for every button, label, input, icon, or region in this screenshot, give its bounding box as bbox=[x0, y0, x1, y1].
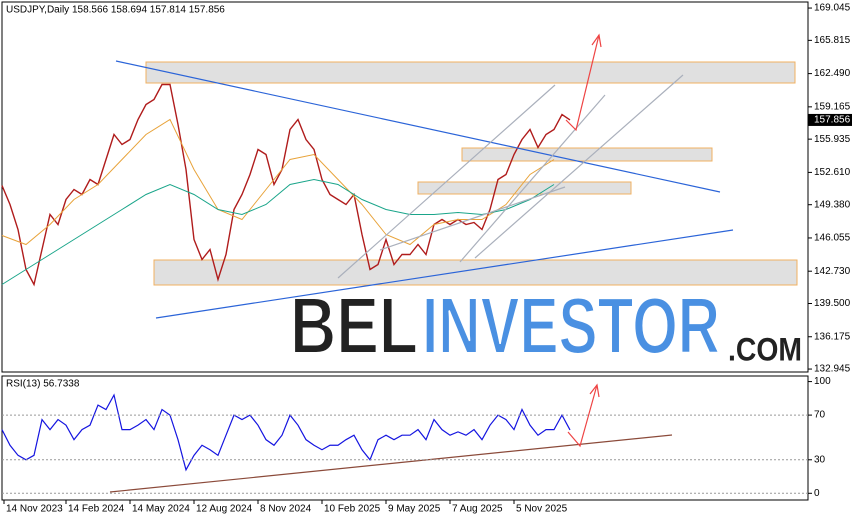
x-tick-label: 14 May 2024 bbox=[132, 504, 190, 515]
zone bbox=[461, 147, 713, 162]
y-tick-label: 165.815 bbox=[814, 35, 851, 46]
arrow-head bbox=[591, 33, 602, 48]
y-tick-label: 142.730 bbox=[814, 266, 851, 277]
y-tick-label: 152.610 bbox=[814, 167, 851, 178]
y-tick-label: 159.165 bbox=[814, 101, 851, 112]
series bbox=[1, 83, 571, 472]
x-tick-label: 5 Nov 2025 bbox=[516, 504, 568, 515]
y-tick-label: 100 bbox=[814, 376, 831, 387]
zone bbox=[145, 61, 796, 84]
x-tick-label: 9 May 2025 bbox=[388, 504, 441, 515]
y-tick-label: 146.055 bbox=[814, 233, 851, 244]
chart-title: USDJPY,Daily 158.566 158.694 157.814 157… bbox=[6, 5, 225, 16]
watermark-com: .COM bbox=[728, 331, 802, 367]
watermark-investor: INVESTOR bbox=[422, 281, 720, 370]
y-tick-label: 155.935 bbox=[814, 134, 851, 145]
arrow-head bbox=[589, 383, 600, 398]
price-line bbox=[1, 83, 571, 287]
rsi-arrow bbox=[567, 384, 598, 448]
annotations bbox=[109, 33, 734, 493]
y-tick-label: 149.380 bbox=[814, 199, 851, 210]
watermark-bel: BEL bbox=[290, 281, 418, 370]
rsi-panel bbox=[1, 375, 809, 501]
moving-average bbox=[1, 118, 555, 246]
x-tick-label: 14 Nov 2023 bbox=[6, 504, 63, 515]
channel-line bbox=[459, 94, 606, 263]
y-tick-label: 132.945 bbox=[814, 364, 851, 375]
trend-line bbox=[155, 229, 734, 319]
channel-line bbox=[474, 74, 684, 259]
y-tick-label: 162.490 bbox=[814, 68, 851, 79]
y-tick-label: 70 bbox=[814, 410, 826, 421]
moving-average bbox=[1, 178, 555, 285]
y-tick-label: 136.175 bbox=[814, 331, 851, 342]
x-tick-label: 10 Feb 2025 bbox=[324, 504, 381, 515]
y-tick-label: 139.500 bbox=[814, 298, 851, 309]
forecast-arrow bbox=[565, 34, 600, 132]
watermark: BEL INVESTOR .COM bbox=[289, 280, 802, 371]
zone bbox=[153, 259, 798, 286]
x-tick-label: 14 Feb 2024 bbox=[68, 504, 125, 515]
trend-line bbox=[115, 60, 721, 193]
zones bbox=[145, 61, 798, 286]
x-tick-label: 8 Nov 2024 bbox=[260, 504, 312, 515]
y-tick-label: 169.045 bbox=[814, 3, 851, 14]
channel-line bbox=[337, 84, 556, 279]
rsi-line bbox=[1, 393, 571, 472]
x-tick-label: 12 Aug 2024 bbox=[196, 504, 253, 515]
rsi-label: RSI(13) 56.7338 bbox=[6, 379, 80, 390]
x-tick-label: 7 Aug 2025 bbox=[452, 504, 503, 515]
y-tick-label: 30 bbox=[814, 454, 826, 465]
last-price-label: 157.856 bbox=[814, 115, 851, 126]
channel-line bbox=[379, 186, 566, 251]
last-price-box bbox=[808, 113, 852, 126]
y-tick-label: 0 bbox=[814, 488, 820, 499]
